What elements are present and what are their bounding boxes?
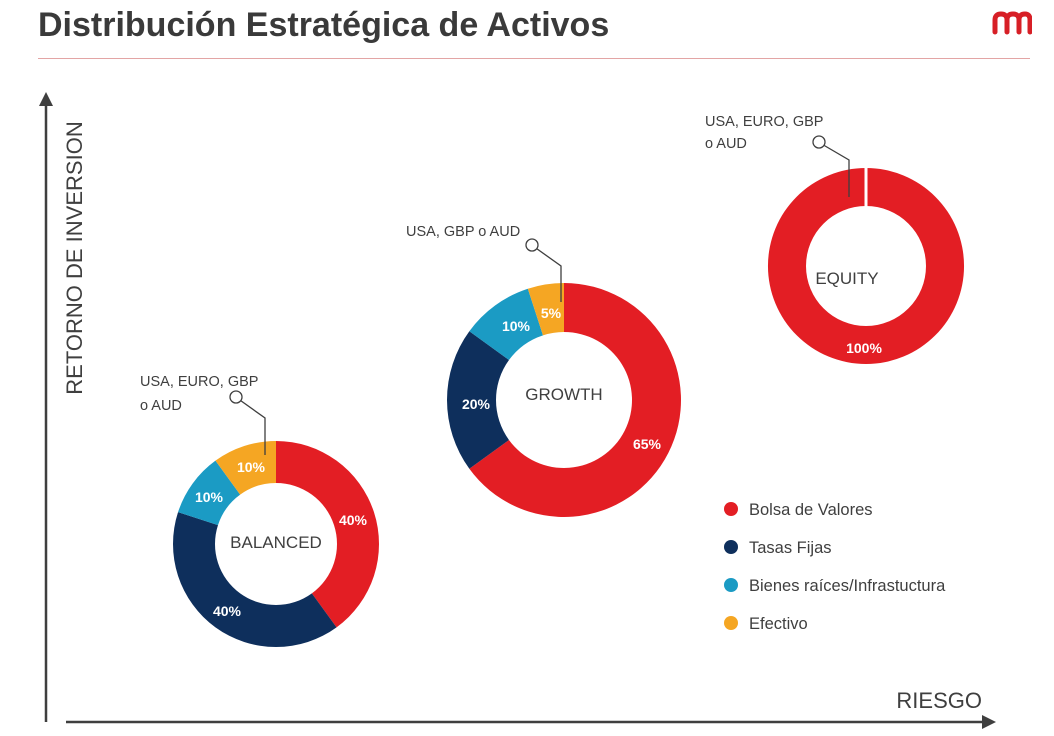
donut-slice [178, 460, 241, 526]
m-logo-mark [992, 11, 1032, 35]
legend: Bolsa de Valores Tasas Fijas Bienes raíc… [724, 501, 946, 633]
x-axis-arrow [982, 715, 996, 729]
callout-text: USA, EURO, GBP o AUD [705, 114, 827, 152]
slice-label: 100% [846, 340, 882, 356]
callout-line: USA, EURO, GBP [705, 114, 823, 130]
legend-label: Bienes raíces/Infrastuctura [749, 577, 946, 595]
legend-swatch [724, 540, 738, 554]
donut-slice [446, 331, 509, 469]
legend-item: Bienes raíces/Infrastuctura [724, 577, 946, 595]
portfolio-balanced: USA, EURO, GBP o AUD BALANCED 40% 40% 10… [140, 374, 380, 647]
page-title: Distribución Estratégica de Activos [38, 6, 610, 44]
portfolio-growth: USA, GBP o AUD GROWTH 65% 20% 10% 5% [406, 224, 681, 517]
slice-label: 10% [195, 489, 224, 505]
slice-labels: 65% 20% 10% 5% [462, 305, 662, 452]
x-axis-label: RIESGO [896, 688, 982, 713]
slice-labels: 100% [846, 340, 882, 356]
donut-slice [215, 441, 276, 495]
legend-swatch [724, 578, 738, 592]
callout-dot [229, 390, 243, 404]
callout-leader-line [236, 397, 266, 455]
legend-swatch [724, 502, 738, 516]
callout: USA, EURO, GBP o AUD [140, 374, 266, 455]
slice-label: 10% [502, 318, 531, 334]
portfolio-equity: USA, EURO, GBP o AUD EQUITY 100% [705, 114, 965, 365]
slice-label: 65% [633, 436, 662, 452]
legend-label: Efectivo [749, 615, 808, 633]
slice-label: 40% [339, 512, 368, 528]
slice-label: 10% [237, 459, 266, 475]
callout-leader-line [819, 142, 850, 197]
callout-line: USA, GBP o AUD [406, 224, 520, 240]
donut-slice [469, 288, 543, 361]
callout: USA, GBP o AUD [406, 224, 562, 302]
y-axis-arrow [39, 92, 53, 106]
donut-slice [527, 283, 564, 336]
callout-line: USA, EURO, GBP [140, 374, 258, 390]
legend-label: Bolsa de Valores [749, 501, 873, 519]
m-logo [992, 11, 1032, 35]
callout-line: o AUD [705, 136, 747, 152]
donut-slice [469, 283, 681, 517]
donut-slice [173, 512, 337, 647]
axes: RETORNO DE INVERSION RIESGO [39, 92, 996, 729]
callout-text: USA, EURO, GBP o AUD [140, 374, 262, 414]
callout: USA, EURO, GBP o AUD [705, 114, 850, 197]
donut-slices [173, 441, 380, 647]
title-divider [38, 58, 1030, 59]
callout-line: o AUD [140, 398, 182, 414]
donut-slices [767, 167, 965, 365]
donut-center-label: BALANCED [230, 533, 322, 552]
donut-slice [767, 167, 965, 365]
callout-leader-line [532, 245, 562, 302]
legend-item: Tasas Fijas [724, 539, 832, 557]
donut-slices [446, 283, 681, 517]
donut-slice [276, 441, 380, 628]
slice-label: 5% [541, 305, 562, 321]
slice-labels: 40% 40% 10% 10% [195, 459, 368, 619]
legend-swatch [724, 616, 738, 630]
callout-dot [525, 238, 539, 252]
donut-center-label: EQUITY [815, 269, 878, 288]
y-axis-label: RETORNO DE INVERSION [62, 121, 87, 394]
donut-center-label: GROWTH [525, 385, 602, 404]
legend-item: Bolsa de Valores [724, 501, 873, 519]
callout-text: USA, GBP o AUD [406, 224, 520, 240]
legend-label: Tasas Fijas [749, 539, 832, 557]
slice-label: 20% [462, 396, 491, 412]
callout-dot [812, 135, 826, 149]
slice-label: 40% [213, 603, 242, 619]
legend-item: Efectivo [724, 615, 808, 633]
